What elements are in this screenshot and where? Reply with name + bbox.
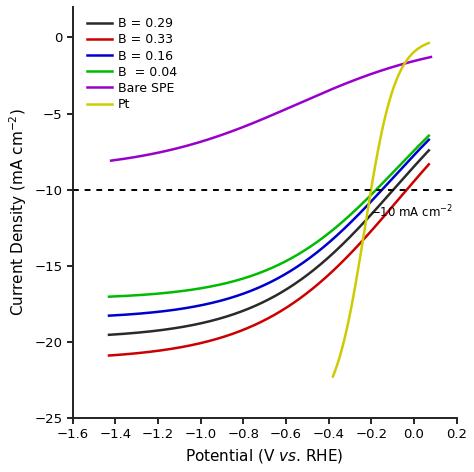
Line: Bare SPE: Bare SPE: [111, 57, 431, 160]
B = 0.16: [355, 212, 361, 218]
B = 0.16: [426, 137, 432, 143]
X-axis label: Potential (V $\mathit{vs}$. RHE): Potential (V $\mathit{vs}$. RHE): [185, 447, 344, 465]
B = 0.16: [196, 303, 202, 309]
Line: B = 0.29: B = 0.29: [109, 151, 429, 335]
Pt: [374, 157, 379, 162]
Bare SPE: [349, 78, 355, 84]
Bare SPE: [165, 148, 171, 153]
Pt: [387, 98, 392, 103]
Pt: [426, 40, 432, 46]
Line: B = 0.16: B = 0.16: [109, 140, 429, 316]
B = 0.33: [426, 161, 432, 167]
Bare SPE: [253, 119, 259, 125]
Legend: B = 0.29, B = 0.33, B = 0.16, B  = 0.04, Bare SPE, Pt: B = 0.29, B = 0.33, B = 0.16, B = 0.04, …: [87, 17, 177, 111]
Bare SPE: [297, 100, 302, 106]
B = 0.29: [184, 323, 190, 329]
Line: Pt: Pt: [333, 43, 429, 377]
Pt: [347, 312, 353, 317]
B = 0.29: [316, 263, 322, 269]
Bare SPE: [108, 158, 114, 163]
B  = 0.04: [184, 287, 190, 293]
B  = 0.04: [355, 205, 361, 211]
B = 0.16: [316, 248, 322, 253]
B = 0.16: [207, 301, 213, 306]
Pt: [394, 76, 400, 82]
B = 0.16: [394, 170, 400, 176]
B  = 0.04: [207, 284, 213, 289]
B  = 0.04: [196, 286, 202, 291]
Pt: [330, 374, 336, 379]
B = 0.33: [106, 353, 112, 358]
B  = 0.04: [316, 238, 322, 244]
B = 0.29: [106, 332, 112, 337]
Line: B = 0.33: B = 0.33: [109, 164, 429, 355]
B = 0.33: [394, 198, 400, 203]
B = 0.33: [355, 243, 361, 248]
B = 0.16: [106, 313, 112, 319]
B = 0.33: [316, 280, 322, 286]
Bare SPE: [428, 54, 434, 60]
B = 0.16: [184, 305, 190, 311]
Y-axis label: Current Density (mA cm$^{-2}$): Current Density (mA cm$^{-2}$): [7, 109, 28, 316]
B = 0.29: [207, 318, 213, 324]
B = 0.33: [196, 341, 202, 346]
Text: $-$10 mA cm$^{-2}$: $-$10 mA cm$^{-2}$: [370, 203, 453, 220]
Bare SPE: [322, 89, 328, 95]
Bare SPE: [191, 141, 196, 147]
B = 0.29: [355, 226, 361, 232]
B = 0.33: [207, 338, 213, 344]
B  = 0.04: [426, 133, 432, 138]
Pt: [402, 60, 408, 66]
Line: B  = 0.04: B = 0.04: [109, 135, 429, 297]
B  = 0.04: [394, 165, 400, 171]
B = 0.29: [196, 321, 202, 327]
Pt: [355, 270, 360, 276]
B = 0.29: [394, 183, 400, 188]
B = 0.33: [184, 343, 190, 349]
B  = 0.04: [106, 294, 112, 300]
B = 0.29: [426, 148, 432, 153]
